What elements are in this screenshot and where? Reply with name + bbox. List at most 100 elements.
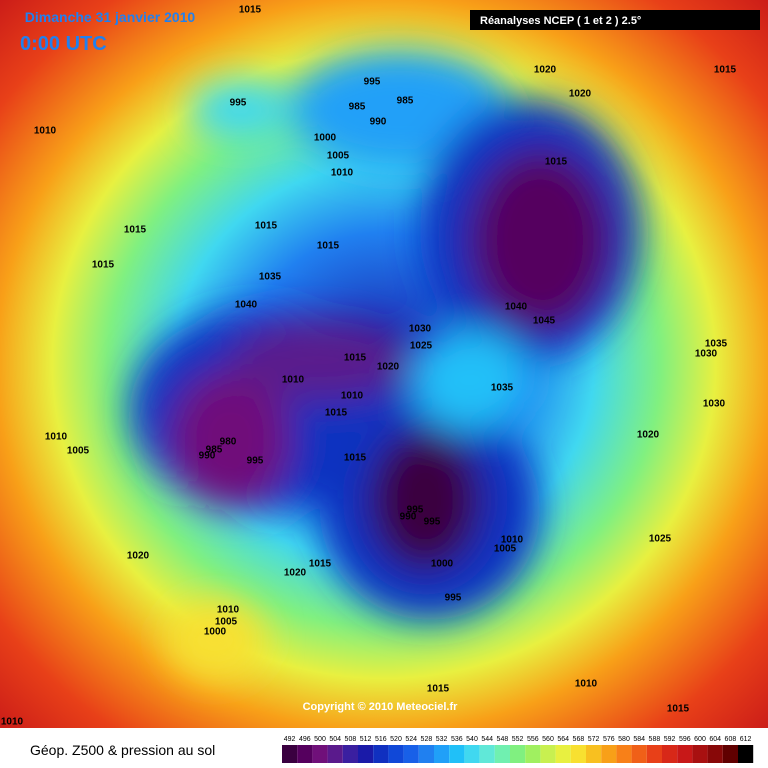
scale-label: 528	[421, 736, 433, 743]
color-swatch	[418, 745, 434, 763]
color-swatch	[327, 745, 343, 763]
isobar-label: 1030	[703, 399, 726, 410]
scale-label: 592	[664, 736, 676, 743]
scale-label: 492	[284, 736, 296, 743]
isobar-label: 1005	[494, 544, 517, 555]
isobar-label: 980	[220, 437, 237, 448]
isobar-label: 1010	[45, 432, 68, 443]
color-swatch	[722, 745, 738, 763]
scale-label: 572	[588, 736, 600, 743]
isobar-label: 1020	[637, 430, 660, 441]
isobar-label: 1010	[575, 679, 598, 690]
isobar-label: 1020	[284, 568, 307, 579]
map-title: Dimanche 31 janvier 2010	[25, 9, 196, 25]
isobar-label: 1035	[259, 272, 282, 283]
color-swatch	[616, 745, 632, 763]
scale-label: 512	[360, 736, 372, 743]
scale-label: 580	[618, 736, 630, 743]
isobar-label: 995	[424, 517, 441, 528]
color-swatch	[540, 745, 556, 763]
scale-label: 576	[603, 736, 615, 743]
map-time: 0:00 UTC	[20, 33, 107, 55]
color-swatch	[738, 745, 754, 763]
color-swatch	[282, 745, 298, 763]
isobar-label: 1020	[127, 551, 150, 562]
scale-label: 520	[390, 736, 402, 743]
isobar-label: 1045	[533, 316, 556, 327]
scale-label: 584	[633, 736, 645, 743]
color-swatch	[677, 745, 693, 763]
scale-label: 556	[527, 736, 539, 743]
isobar-label: 995	[247, 456, 264, 467]
color-swatch	[494, 745, 510, 763]
isobar-label: 990	[400, 512, 417, 523]
scale-label: 564	[557, 736, 569, 743]
scale-label: 600	[694, 736, 706, 743]
isobar-label: 1040	[235, 300, 258, 311]
isobar-label: 1015	[344, 353, 367, 364]
color-swatch	[692, 745, 708, 763]
color-swatch	[646, 745, 662, 763]
scale-label: 504	[329, 736, 341, 743]
isobar-label: 1035	[705, 339, 728, 350]
scale-label: 516	[375, 736, 387, 743]
scale-label: 596	[679, 736, 691, 743]
isobar-label: 1015	[545, 157, 568, 168]
scale-label: 552	[512, 736, 524, 743]
scale-label: 508	[345, 736, 357, 743]
isobar-label: 1015	[124, 225, 147, 236]
color-swatch	[434, 745, 450, 763]
scale-label: 608	[725, 736, 737, 743]
color-swatch	[403, 745, 419, 763]
isobar-label: 1010	[501, 535, 524, 546]
isobar-label: 1010	[1, 717, 24, 728]
color-swatch	[388, 745, 404, 763]
scale-label: 544	[481, 736, 493, 743]
isobar-label: 995	[230, 98, 247, 109]
isobar-label: 1020	[534, 65, 557, 76]
isobar-label: 1000	[431, 559, 454, 570]
scale-label: 548	[497, 736, 509, 743]
isobar-label: 1015	[255, 221, 278, 232]
isobar-label: 1010	[341, 391, 364, 402]
isobar-label: 995	[364, 77, 381, 88]
color-swatch	[555, 745, 571, 763]
isobar-label: 1005	[215, 617, 238, 628]
color-swatch	[479, 745, 495, 763]
color-swatch	[464, 745, 480, 763]
isobar-label: 1015	[667, 704, 690, 715]
isobar-label: 985	[206, 445, 223, 456]
color-swatch	[601, 745, 617, 763]
isobar-label: 1015	[239, 5, 262, 16]
color-swatch	[312, 745, 328, 763]
scale-label: 560	[542, 736, 554, 743]
color-swatch	[449, 745, 465, 763]
isobar-label: 1020	[569, 89, 592, 100]
scale-label: 500	[314, 736, 326, 743]
isobar-label: 1000	[204, 627, 227, 638]
isobar-label: 1015	[714, 65, 737, 76]
isobar-label: 1015	[325, 408, 348, 419]
isobar-label: 1020	[377, 362, 400, 373]
scale-label: 536	[451, 736, 463, 743]
isobar-label: 1025	[410, 341, 433, 352]
color-swatch	[631, 745, 647, 763]
isobar-label: 1010	[34, 126, 57, 137]
color-swatch	[570, 745, 586, 763]
color-swatch	[510, 745, 526, 763]
color-swatch	[342, 745, 358, 763]
color-swatch	[586, 745, 602, 763]
isobar-label: 1005	[327, 151, 350, 162]
isobar-label: 990	[199, 451, 216, 462]
scale-label: 524	[405, 736, 417, 743]
isobar-label: 1035	[491, 383, 514, 394]
scale-label: 496	[299, 736, 311, 743]
color-swatch	[297, 745, 313, 763]
isobar-label: 1015	[317, 241, 340, 252]
isobar-label: 1025	[649, 534, 672, 545]
color-swatch	[358, 745, 374, 763]
isobar-label: 1010	[217, 605, 240, 616]
isobar-label: 1030	[409, 324, 432, 335]
isobar-label: 1010	[331, 168, 354, 179]
scale-label: 532	[436, 736, 448, 743]
